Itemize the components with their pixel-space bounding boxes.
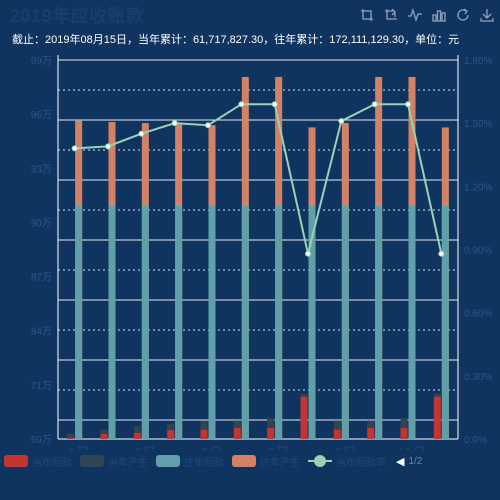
bar-current-received bbox=[300, 396, 308, 439]
y-tick-label-left: 96万 bbox=[31, 110, 52, 121]
bar-current-received bbox=[333, 429, 341, 439]
bar-previous-received bbox=[375, 205, 383, 439]
toolbox bbox=[358, 4, 496, 26]
legend-item[interactable]: 往年产生 bbox=[232, 454, 300, 469]
legend-label: 往年回款 bbox=[184, 457, 224, 469]
x-tick-label: 5月 bbox=[201, 445, 223, 450]
legend-item[interactable]: 当年回款率 bbox=[308, 454, 386, 469]
bar-previous-received bbox=[408, 205, 416, 439]
y-tick-label-right: 0.90% bbox=[464, 246, 492, 257]
bar-current-received bbox=[367, 428, 375, 439]
bar-previous-received bbox=[208, 205, 216, 439]
line-rate-point bbox=[138, 130, 145, 137]
bar-current-generated bbox=[133, 425, 141, 439]
bar-previous-received bbox=[341, 205, 349, 439]
chart-legend: 当年回款 当年产生 往年回款 往年产生 当年回款率 ◀ 1/2 bbox=[4, 451, 500, 471]
y-tick-label-right: 1.80% bbox=[464, 56, 492, 67]
legend-label: 当年回款 bbox=[32, 457, 72, 469]
line-rate-point bbox=[105, 143, 111, 150]
y-tick-label-left: 99万 bbox=[31, 56, 52, 67]
line-rate-point bbox=[238, 101, 245, 108]
bar-current-received bbox=[133, 432, 141, 439]
y-tick-label-left: 71万 bbox=[31, 381, 52, 392]
bar-current-received bbox=[167, 430, 175, 439]
x-tick-label: 1月 bbox=[68, 445, 90, 450]
x-tick-label: 11月 bbox=[398, 445, 427, 450]
bar-previous-received bbox=[108, 205, 116, 439]
bar-current-received bbox=[267, 428, 275, 439]
zoom-icon[interactable] bbox=[358, 6, 376, 24]
legend-swatch bbox=[156, 455, 180, 467]
y-tick-label-right: 1.50% bbox=[464, 119, 492, 130]
y-tick-label-right: 0.60% bbox=[464, 309, 492, 320]
x-tick-label: 3月 bbox=[134, 445, 156, 450]
y-tick-label-right: 0.30% bbox=[464, 372, 492, 383]
legend-page-indicator: 1/2 bbox=[408, 455, 423, 467]
line-rate-point bbox=[371, 101, 378, 108]
legend-swatch bbox=[80, 455, 104, 467]
legend-item[interactable]: 当年回款 bbox=[4, 454, 72, 469]
legend-pager: ◀ 1/2 bbox=[396, 455, 422, 468]
chart-subtitle: 截止：2019年08月15日，当年累计：61,717,827.30，往年累计：1… bbox=[12, 34, 460, 46]
chart-title: 2019年应收账款 bbox=[10, 6, 145, 26]
bar-current-received bbox=[433, 396, 441, 439]
line-rate-point bbox=[305, 250, 311, 257]
y-tick-label-left: 84万 bbox=[31, 327, 52, 338]
line-rate-point bbox=[438, 250, 445, 257]
line-rate-point bbox=[205, 122, 211, 129]
bar-current-received bbox=[233, 428, 241, 439]
y-tick-label-right: 0.0% bbox=[464, 435, 487, 446]
y-tick-label-left: 87万 bbox=[31, 273, 52, 284]
y-tick-label-right: 1.20% bbox=[464, 182, 492, 193]
bar-current-generated bbox=[67, 433, 75, 439]
line-rate-point bbox=[171, 120, 178, 127]
bar-current-received bbox=[200, 429, 208, 439]
bar-current-received bbox=[400, 428, 408, 439]
bar-previous-received bbox=[308, 205, 316, 439]
line-rate-point bbox=[271, 101, 278, 108]
bar-previous-received bbox=[275, 205, 283, 439]
bar-previous-received bbox=[441, 205, 449, 439]
legend-prev-icon[interactable]: ◀ bbox=[396, 455, 405, 468]
line-rate-series bbox=[74, 103, 443, 254]
zoom-reset-icon[interactable] bbox=[382, 6, 400, 24]
save-image-icon[interactable] bbox=[478, 6, 496, 24]
legend-swatch bbox=[308, 455, 332, 467]
bar-previous-received bbox=[241, 205, 249, 439]
x-tick-label: 9月 bbox=[334, 445, 356, 450]
y-tick-label-left: 93万 bbox=[31, 164, 52, 175]
restore-icon[interactable] bbox=[454, 6, 472, 24]
bar-current-received bbox=[100, 434, 108, 439]
legend-item[interactable]: 往年回款 bbox=[156, 454, 224, 469]
legend-item[interactable]: 当年产生 bbox=[80, 454, 148, 469]
legend-label: 当年产生 bbox=[108, 457, 148, 469]
bar-current-received bbox=[67, 437, 75, 439]
line-chart-icon[interactable] bbox=[406, 6, 424, 24]
chart-canvas: 69万 71万 84万 87万 90万 93万 96万 99万 0.0% 0.30% 0.60% 0.… bbox=[31, 55, 492, 450]
legend-label: 往年产生 bbox=[260, 457, 300, 469]
line-rate-point bbox=[71, 145, 78, 152]
y-tick-label-left: 69万 bbox=[31, 435, 52, 446]
legend-swatch bbox=[4, 455, 28, 467]
y-tick-label-left: 90万 bbox=[31, 218, 52, 229]
bar-chart-icon[interactable] bbox=[430, 6, 448, 24]
legend-swatch bbox=[232, 455, 256, 467]
bar-previous-received bbox=[175, 205, 183, 439]
line-rate-point bbox=[405, 101, 411, 108]
bar-previous-received bbox=[75, 205, 83, 439]
legend-label: 当年回款率 bbox=[336, 457, 386, 469]
line-rate-point bbox=[338, 118, 345, 125]
x-tick-label: 7月 bbox=[268, 445, 290, 450]
bar-previous-received bbox=[141, 205, 149, 439]
